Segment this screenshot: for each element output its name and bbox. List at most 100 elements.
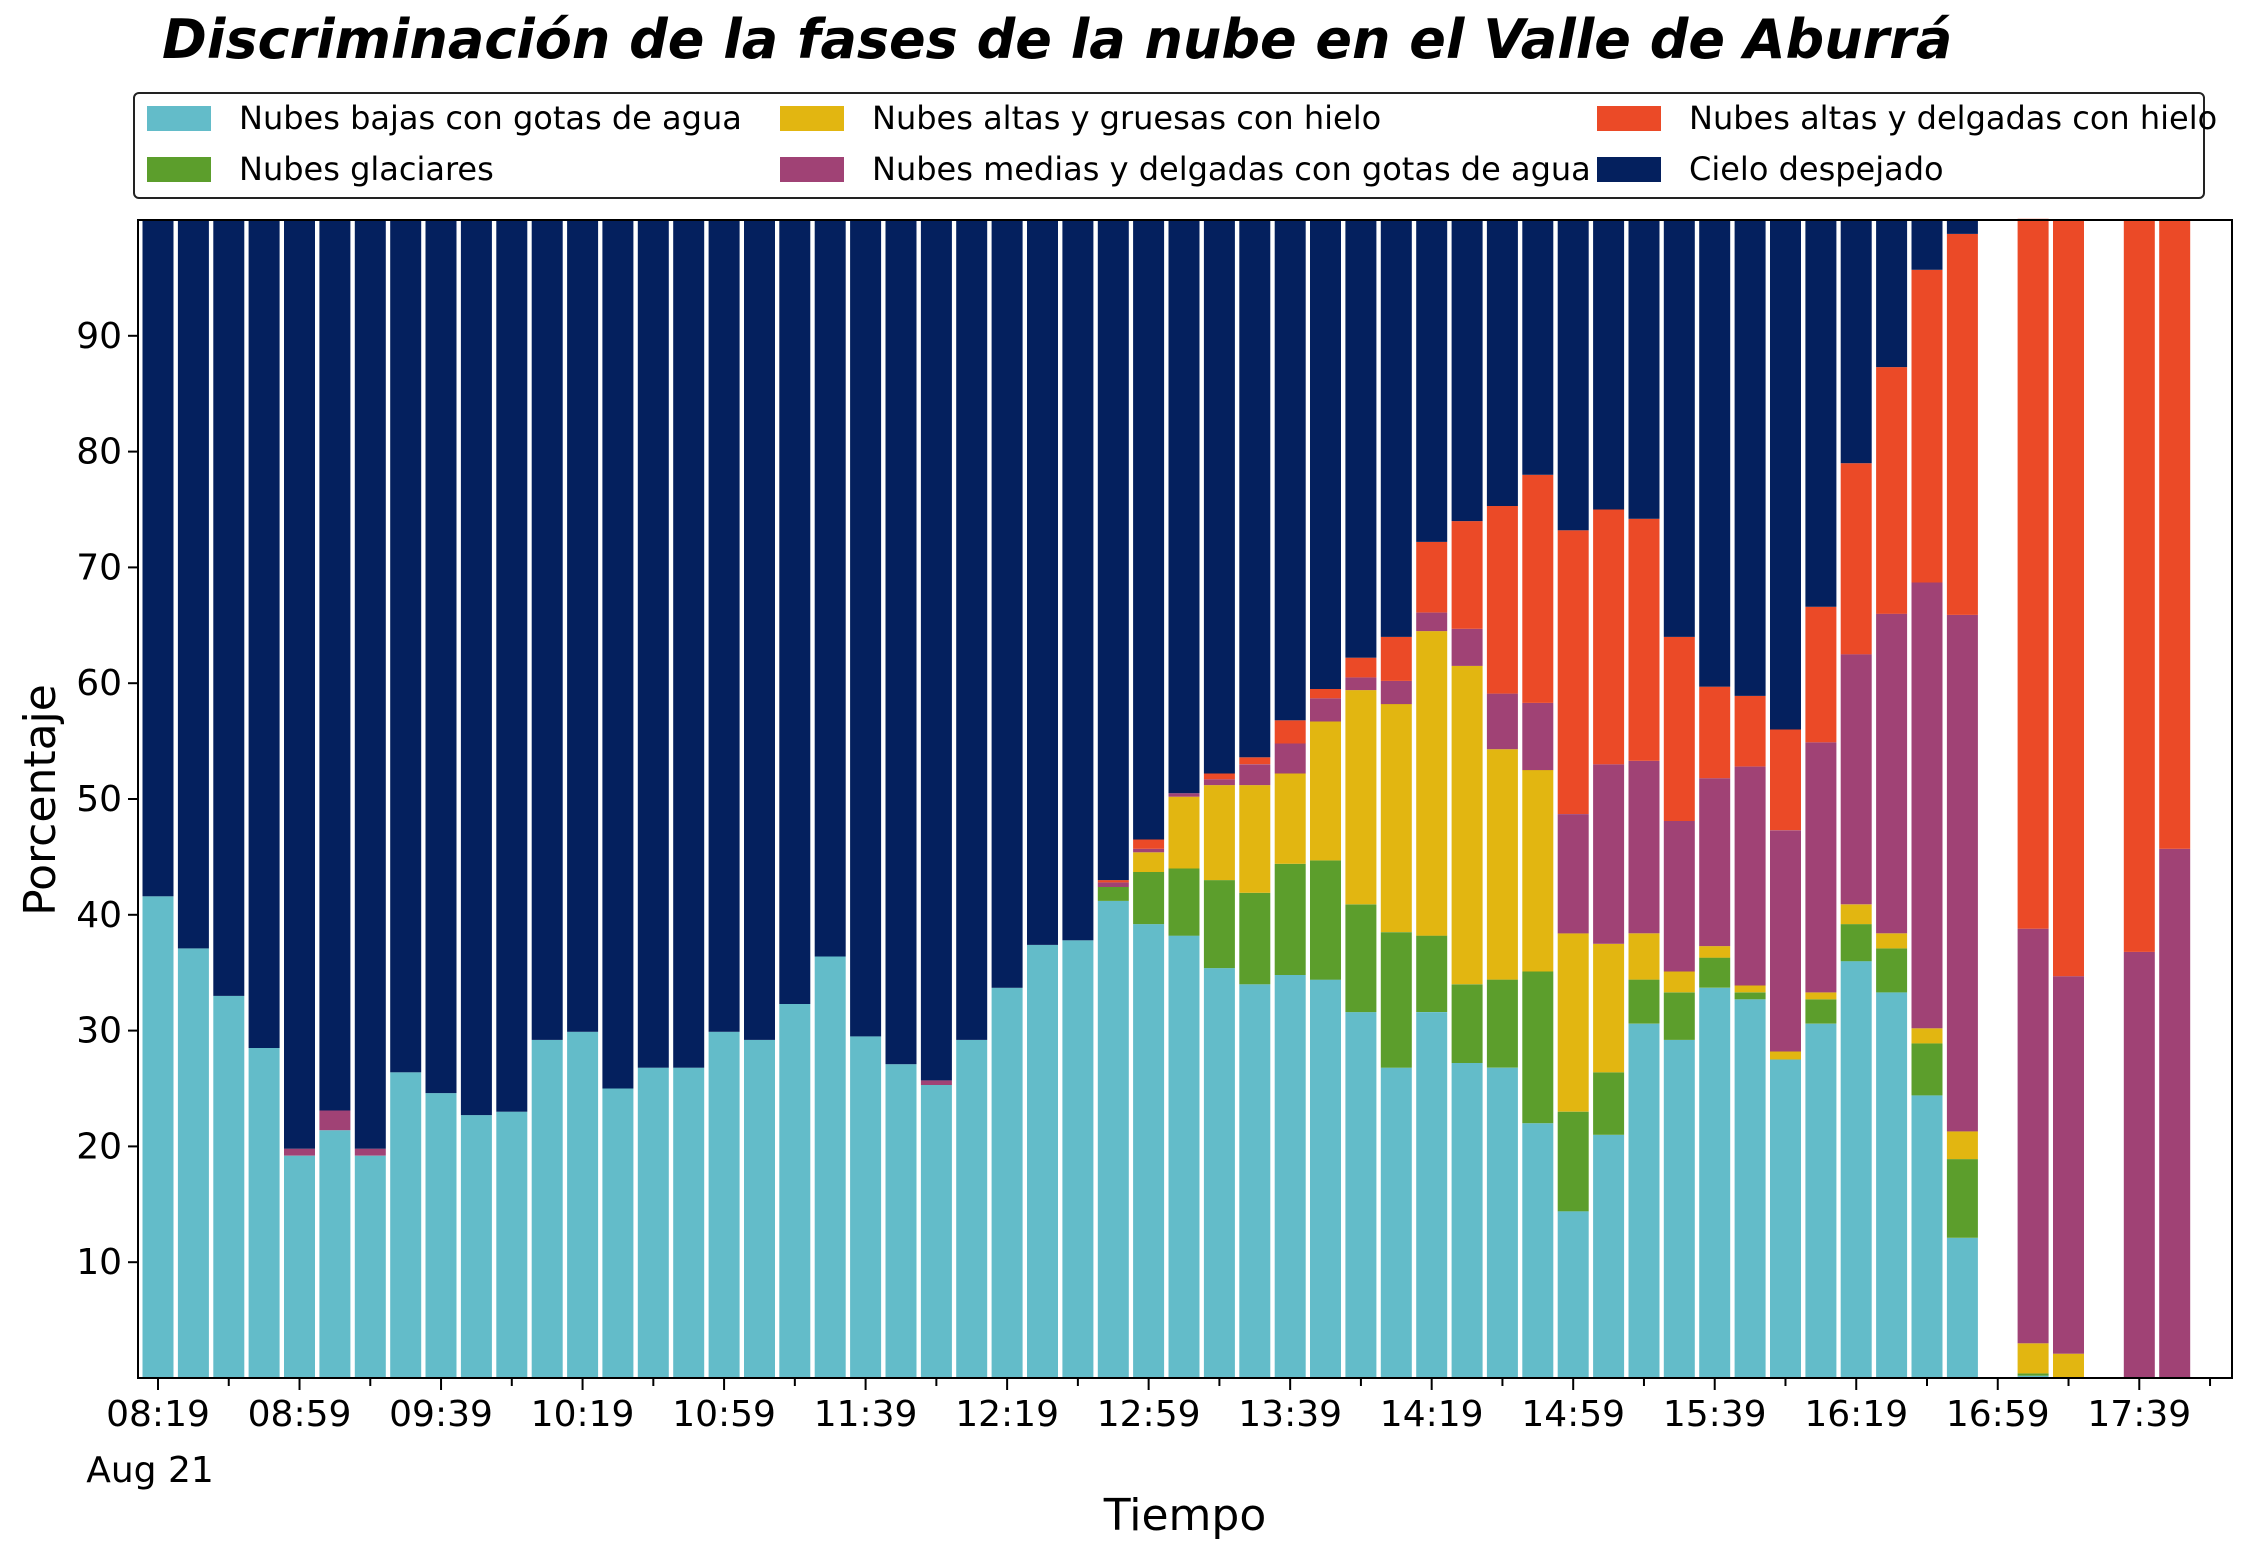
bar-segment (1380, 636, 1412, 681)
bar-segment (850, 1036, 882, 1378)
bar-segment (2053, 1353, 2084, 1378)
bar-segment (1168, 220, 1200, 794)
legend-swatch (780, 156, 844, 182)
bar-segment (213, 220, 245, 996)
bar-segment (1097, 882, 1129, 887)
bar-segment (708, 1031, 740, 1378)
bar-segment (1770, 1059, 1801, 1378)
x-tick-label: 14:59 (1521, 1394, 1625, 1435)
bar-segment (1946, 233, 1978, 615)
bar-segment (1840, 654, 1872, 905)
bar-segment (142, 220, 174, 897)
legend-label: Nubes altas y delgadas con hielo (1689, 99, 2218, 137)
bar-segment (1133, 852, 1165, 872)
bar-segment (248, 220, 280, 1048)
bar-segment (1203, 773, 1235, 780)
bar-segment (1663, 636, 1695, 821)
bar-segment (1310, 698, 1341, 722)
bar-segment (1380, 704, 1412, 933)
bar-segment (1734, 766, 1766, 986)
bar-segment (1345, 904, 1377, 1013)
bar-segment (1911, 1095, 1943, 1378)
bar-segment (1062, 940, 1094, 1378)
legend-label: Nubes altas y gruesas con hielo (872, 99, 1382, 137)
bar-segment (1310, 220, 1341, 689)
bar-segment (1062, 220, 1094, 941)
bar-segment (1911, 220, 1943, 270)
x-tick-label: 15:39 (1663, 1394, 1767, 1435)
y-tick-label: 30 (76, 1011, 122, 1052)
legend-item-nubes-altas-gruesas: Nubes altas y gruesas con hielo (780, 98, 1381, 138)
legend-item-nubes-bajas: Nubes bajas con gotas de agua (147, 98, 742, 138)
bar-segment (1486, 979, 1518, 1068)
bar-segment (1770, 830, 1801, 1052)
x-tick-label: 17:39 (2087, 1394, 2191, 1435)
bar-segment (1593, 943, 1625, 1073)
bar-segment (1628, 518, 1660, 761)
bar-segment (1734, 220, 1766, 696)
bar-segment (1133, 220, 1165, 840)
bar-segment (1097, 887, 1129, 901)
bar-segment (1133, 924, 1165, 1378)
bar-segment (1486, 749, 1518, 980)
x-tick-label: 10:59 (672, 1394, 776, 1435)
bar-segment (2123, 951, 2155, 1378)
bar-segment (425, 1093, 457, 1378)
bar-segment (1380, 932, 1412, 1068)
bar-segment (1876, 220, 1908, 368)
bar-segment (354, 220, 386, 1149)
bar-segment (1274, 773, 1306, 864)
bar-segment (1876, 367, 1908, 614)
bar-segment (1522, 1123, 1554, 1378)
bar-segment (1557, 220, 1589, 531)
x-tick-label: 12:59 (1097, 1394, 1201, 1435)
bar-segment (142, 896, 174, 1378)
bar-segment (567, 220, 599, 1032)
bar-segment (1416, 1012, 1448, 1378)
bar-segment (637, 1067, 669, 1378)
bar-segment (1593, 1072, 1625, 1135)
bar-segment (956, 220, 988, 1040)
bar-segment (1203, 220, 1235, 774)
x-tick-label: 12:19 (955, 1394, 1059, 1435)
bar-segment (1310, 860, 1341, 980)
legend-item-nubes-medias: Nubes medias y delgadas con gotas de agu… (780, 149, 1591, 189)
bar-segment (284, 220, 315, 1149)
bar-segment (460, 1115, 492, 1378)
bar-segment (248, 1048, 280, 1378)
bar-segment (1805, 992, 1837, 1000)
bar-segment (1239, 984, 1271, 1378)
bar-segment (708, 220, 740, 1032)
bar-segment (1876, 613, 1908, 934)
bar-segment (1416, 220, 1448, 542)
bar-segment (1840, 220, 1872, 464)
bar-segment (1203, 968, 1235, 1378)
x-tick-label: 09:39 (389, 1394, 493, 1435)
bar-segment (1345, 220, 1377, 658)
bar-segment (1451, 521, 1483, 629)
bar-segment (1522, 770, 1554, 972)
legend-label: Nubes glaciares (239, 150, 494, 188)
bar-segment (1840, 924, 1872, 962)
legend-item-nubes-altas-delgadas: Nubes altas y delgadas con hielo (1597, 98, 2217, 138)
bar-segment (1310, 979, 1341, 1378)
bar-segment (1097, 900, 1129, 1378)
bar-segment (885, 1064, 917, 1378)
y-tick-label: 20 (76, 1126, 122, 1167)
bar-segment (1274, 975, 1306, 1378)
bar-segment (1168, 793, 1200, 797)
y-tick-label: 40 (76, 895, 122, 936)
bar-segment (1522, 474, 1554, 703)
x-axis-label: Tiempo (1103, 1490, 1267, 1541)
bar-segment (1770, 729, 1801, 831)
bar-segment (1451, 1063, 1483, 1378)
bar-segment (425, 220, 457, 1094)
bar-segment (744, 220, 775, 1040)
legend-label: Nubes medias y delgadas con gotas de agu… (872, 150, 1591, 188)
bar-segment (991, 220, 1023, 988)
bar-segment (1663, 220, 1695, 637)
bar-segment (673, 220, 705, 1068)
bar-segment (1310, 689, 1341, 699)
bar-segment (531, 1039, 563, 1378)
